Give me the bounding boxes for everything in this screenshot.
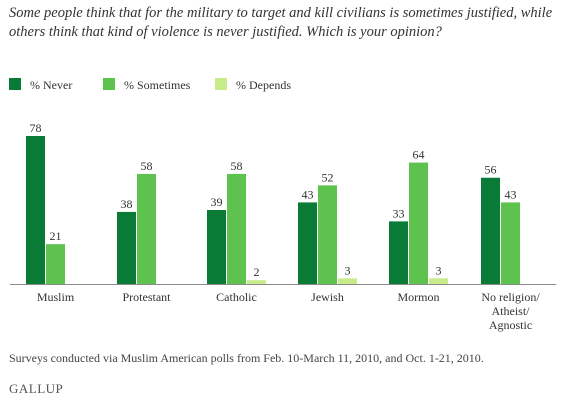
data-label: 33 xyxy=(393,206,405,220)
legend-swatch-never xyxy=(9,78,21,90)
chart-title: Some people think that for the military … xyxy=(9,5,553,40)
bar xyxy=(481,177,500,284)
legend-label-sometimes: % Sometimes xyxy=(124,78,191,92)
data-label: 43 xyxy=(505,187,517,201)
data-label: 38 xyxy=(121,197,133,211)
data-label: 21 xyxy=(50,229,62,243)
bar xyxy=(227,173,246,284)
bar xyxy=(501,202,520,284)
category-label: Muslim xyxy=(37,290,75,304)
legend-item-sometimes: % Sometimes xyxy=(103,78,190,92)
data-label: 58 xyxy=(231,159,243,173)
legend-swatch-sometimes xyxy=(103,78,115,90)
data-label: 64 xyxy=(413,148,425,162)
bar xyxy=(298,202,317,284)
data-label: 52 xyxy=(322,170,334,184)
gallup-logo: GALLUP xyxy=(9,381,64,396)
category-label: Mormon xyxy=(398,290,440,304)
category-label: Protestant xyxy=(123,290,172,304)
data-label: 39 xyxy=(211,195,223,209)
legend-label-depends: % Depends xyxy=(236,78,291,92)
bar xyxy=(117,211,136,284)
legend-label-never: % Never xyxy=(30,78,73,92)
category-label: Catholic xyxy=(216,290,257,304)
legend-item-depends: % Depends xyxy=(215,78,291,92)
bar xyxy=(409,162,428,284)
legend-swatch-depends xyxy=(215,78,227,90)
bar xyxy=(318,185,337,284)
data-label: 2 xyxy=(254,265,260,279)
data-label: 43 xyxy=(302,187,314,201)
bar xyxy=(137,173,156,284)
data-label: 56 xyxy=(485,163,497,177)
bar xyxy=(429,278,448,284)
footnote: Surveys conducted via Muslim American po… xyxy=(9,351,484,365)
bar xyxy=(26,136,45,284)
legend-item-never: % Never xyxy=(9,78,72,92)
data-label: 3 xyxy=(436,263,442,277)
bar xyxy=(46,244,65,284)
category-label: Atheist/ xyxy=(492,304,531,318)
category-label: Agnostic xyxy=(489,318,532,332)
category-label: Jewish xyxy=(311,290,344,304)
bar xyxy=(207,210,226,284)
data-label: 78 xyxy=(30,121,42,135)
data-label: 3 xyxy=(345,263,351,277)
bar xyxy=(247,280,266,284)
bar xyxy=(389,221,408,284)
bar xyxy=(338,278,357,284)
data-label: 58 xyxy=(141,159,153,173)
category-label: No religion/ xyxy=(481,290,540,304)
